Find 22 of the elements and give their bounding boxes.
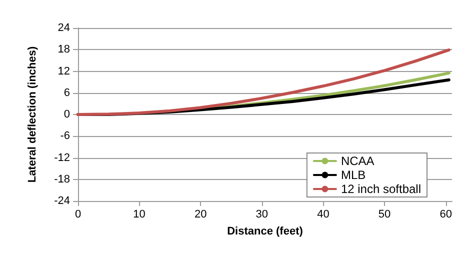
y-axis-title: Lateral deflection (inches) — [26, 46, 38, 183]
x-tick-label: 50 — [378, 208, 391, 220]
y-tick-label: -6 — [60, 130, 70, 142]
line-series — [76, 48, 450, 116]
x-tick-label: 20 — [194, 208, 207, 220]
legend-label: 12 inch softball — [340, 182, 422, 196]
x-tick-label: 0 — [74, 208, 82, 220]
y-tick-label: 12 — [58, 65, 70, 78]
y-tick-label: 0 — [64, 108, 70, 120]
y-tick-label: -18 — [54, 173, 70, 186]
y-tick-label: 6 — [64, 86, 70, 99]
x-axis-title: Distance (feet) — [227, 226, 304, 238]
x-tick-label: 10 — [133, 208, 146, 220]
y-tick-label: 18 — [58, 44, 70, 56]
y-tick-label: -12 — [54, 152, 70, 164]
y-tick-label: -24 — [54, 195, 70, 207]
x-tick-label: 40 — [317, 208, 330, 220]
legend-label: MLB — [340, 168, 366, 182]
legend-label: NCAA — [340, 154, 374, 168]
x-tick-label: 60 — [440, 208, 452, 220]
y-tick-label: 24 — [58, 22, 70, 34]
x-tick-label: 30 — [256, 208, 268, 220]
